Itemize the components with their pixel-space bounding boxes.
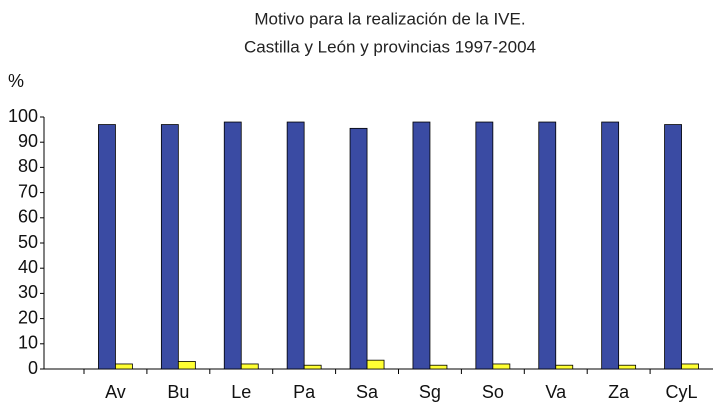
bar xyxy=(429,364,448,370)
bar xyxy=(412,121,431,370)
x-tick-label: Za xyxy=(608,382,630,402)
y-tick-label: 50 xyxy=(18,232,38,252)
bar xyxy=(601,121,620,370)
bar xyxy=(286,121,305,370)
bar xyxy=(664,124,682,370)
bar xyxy=(160,124,179,370)
x-tick-label: Av xyxy=(105,382,126,402)
bar xyxy=(349,127,368,370)
y-tick-label: 90 xyxy=(18,131,38,151)
y-tick-label: 100 xyxy=(8,106,38,126)
x-tick-label: Le xyxy=(231,382,251,402)
bar xyxy=(492,363,511,370)
bar xyxy=(303,364,322,370)
y-tick-label: 70 xyxy=(18,181,38,201)
x-tick-label: Pa xyxy=(293,382,316,402)
x-tick-label: CyL xyxy=(666,382,698,402)
bar xyxy=(115,363,133,370)
x-tick-label: Sa xyxy=(356,382,379,402)
x-tick-label: Va xyxy=(545,382,567,402)
bar xyxy=(240,363,259,370)
y-tick-label: 60 xyxy=(18,207,38,227)
y-tick-label: 20 xyxy=(18,307,38,327)
y-tick-label: 40 xyxy=(18,257,38,277)
chart-subtitle: Castilla y León y provincias 1997-2004 xyxy=(244,37,536,56)
bar xyxy=(475,121,494,370)
bar xyxy=(177,361,196,370)
bar xyxy=(555,364,574,370)
x-tick-label: Bu xyxy=(167,382,189,402)
bar xyxy=(681,363,699,370)
y-tick-label: 10 xyxy=(18,333,38,353)
x-tick-label: So xyxy=(482,382,504,402)
bar xyxy=(618,364,637,370)
y-tick-label: 0 xyxy=(28,358,38,378)
bar xyxy=(223,121,242,370)
bar xyxy=(538,121,557,370)
y-tick-label: 30 xyxy=(18,282,38,302)
x-tick-label: Sg xyxy=(419,382,441,402)
y-axis-label: % xyxy=(8,71,24,91)
bar xyxy=(366,359,385,370)
y-tick-label: 80 xyxy=(18,156,38,176)
chart-title: Motivo para la realización de la IVE. xyxy=(254,9,525,28)
bar xyxy=(98,124,116,370)
